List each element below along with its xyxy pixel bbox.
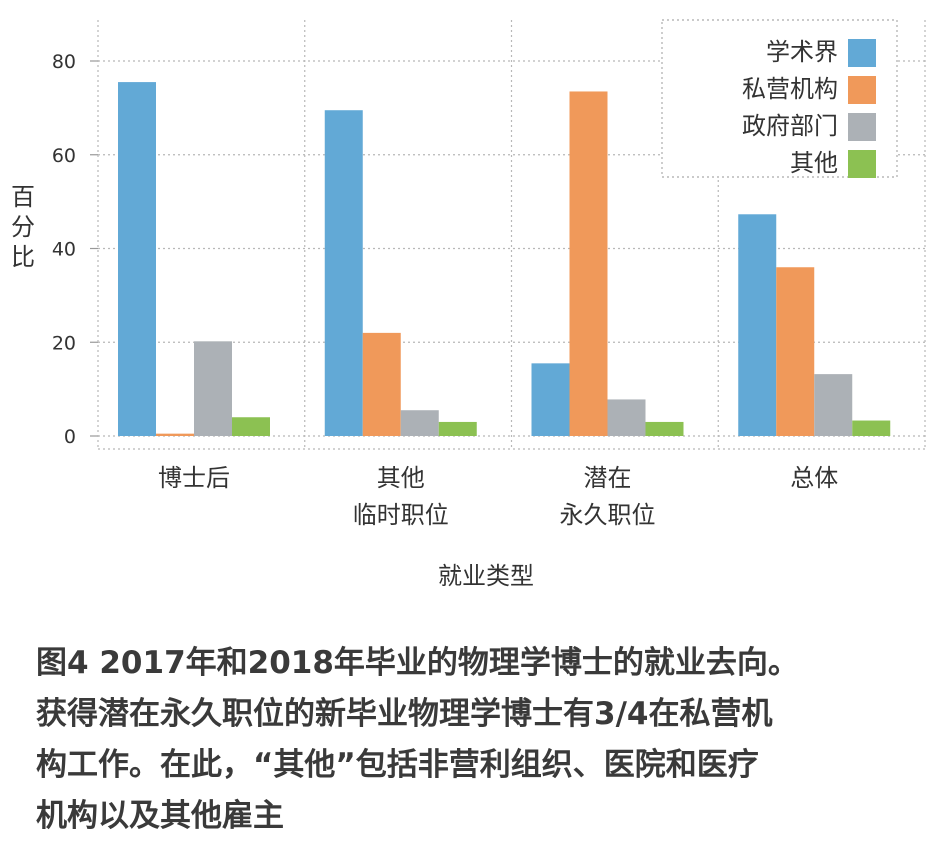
x-axis-title: 就业类型 [438, 562, 534, 590]
bar [324, 110, 363, 436]
caption-line: 构工作。在此，“其他”包括非营利组织、医院和医疗 [36, 747, 759, 783]
bar [118, 82, 156, 436]
x-category-label: 总体 [790, 464, 838, 492]
caption-line: 机构以及其他雇主 [36, 798, 284, 834]
x-category-label: 其他 [377, 464, 425, 492]
bar [400, 410, 439, 436]
bar [362, 332, 401, 436]
y-axis-title-char: 百 [11, 183, 35, 211]
y-tick-label: 60 [52, 145, 76, 167]
bar [814, 374, 853, 436]
y-tick-label: 80 [52, 51, 76, 73]
bar [607, 399, 646, 436]
bar [531, 363, 570, 436]
caption-line: 图4 2017年和2018年毕业的物理学博士的就业去向。 [36, 645, 799, 681]
x-category-label: 博士后 [158, 464, 230, 492]
bar [156, 433, 194, 436]
legend-label: 其他 [790, 149, 838, 177]
y-axis-title: 百分比 [11, 183, 35, 271]
legend-label: 私营机构 [742, 75, 838, 103]
legend-swatch [848, 39, 876, 67]
y-tick-label: 40 [52, 239, 76, 261]
legend-label: 学术界 [766, 38, 838, 66]
y-axis-title-char: 分 [11, 213, 35, 241]
x-category-label: 永久职位 [560, 501, 656, 529]
x-category-label: 临时职位 [353, 501, 449, 529]
legend-swatch [848, 76, 876, 104]
bars [118, 82, 891, 436]
bar [852, 420, 891, 436]
x-category-label: 潜在 [584, 464, 632, 492]
legend-swatch [848, 113, 876, 141]
legend-swatch [848, 150, 876, 178]
bar [569, 91, 608, 436]
bar [232, 417, 270, 436]
bar [738, 214, 777, 436]
bar [776, 267, 815, 436]
y-tick-label: 20 [52, 332, 76, 354]
y-tick-labels: 0 20 40 60 80 [52, 51, 76, 448]
y-tick-label: 0 [64, 426, 76, 448]
legend-label: 政府部门 [742, 112, 838, 140]
axes [90, 20, 926, 450]
figure-caption: 图4 2017年和2018年毕业的物理学博士的就业去向。 获得潜在永久职位的新毕… [36, 638, 916, 842]
y-axis-title-char: 比 [11, 243, 35, 271]
caption-line: 获得潜在永久职位的新毕业物理学博士有3/4在私营机 [36, 696, 773, 732]
bar [194, 341, 232, 436]
bar [645, 421, 684, 436]
bar [438, 421, 477, 436]
